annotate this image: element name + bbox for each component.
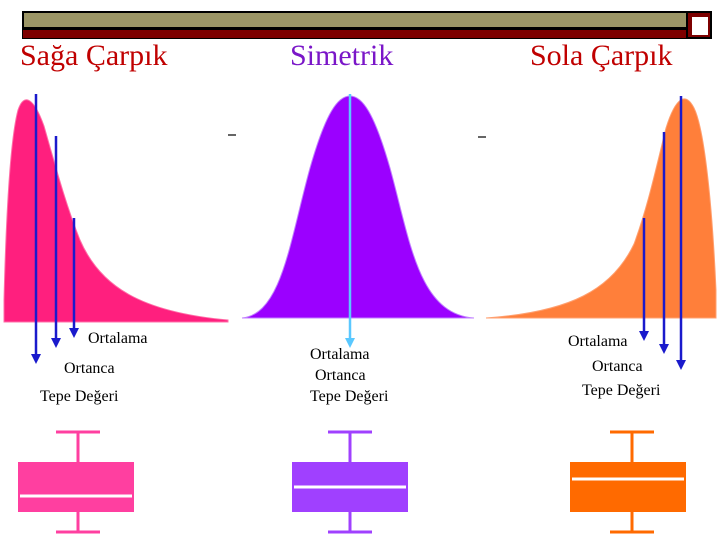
heading-right-skewed: Sağa Çarpık (20, 39, 168, 72)
label-median: Ortanca (64, 360, 115, 377)
right-skewed-curve (3, 99, 229, 323)
label-mean: Ortalama (568, 333, 628, 350)
symmetric-curve (241, 95, 475, 319)
label-mean: Ortalama (310, 346, 370, 363)
heading-symmetric: Simetrik (290, 39, 394, 72)
corner-box (686, 11, 712, 39)
label-median: Ortanca (592, 358, 643, 375)
label-mode: Tepe Değeri (582, 382, 661, 399)
label-mode: Tepe Değeri (40, 388, 119, 405)
box-plot-left-skewed (570, 430, 686, 534)
label-mode: Tepe Değeri (310, 388, 389, 405)
label-mean: Ortalama (88, 330, 148, 347)
box-plot-symmetric (292, 430, 408, 534)
left-skewed-curve (485, 98, 717, 319)
label-median: Ortanca (315, 367, 366, 384)
box-plot-right-skewed (18, 430, 134, 534)
heading-left-skewed: Sola Çarpık (530, 39, 673, 72)
